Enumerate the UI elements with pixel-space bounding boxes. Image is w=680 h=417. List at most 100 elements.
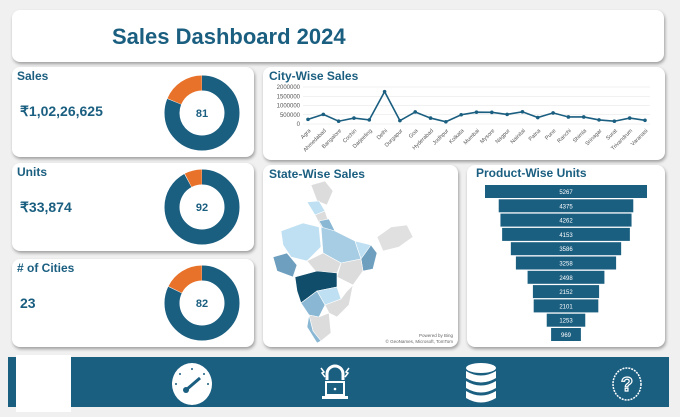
data-point <box>643 118 647 123</box>
donut-segments <box>164 169 240 245</box>
donut-label: 81 <box>196 108 208 120</box>
state-sales-card: State-Wise Sales Powered by Bing © GeoNa… <box>263 165 458 347</box>
donut-chart: 92 <box>164 169 240 245</box>
funnel-value-label: 1253 <box>559 319 573 325</box>
x-tick-label: Varanasi <box>630 128 649 147</box>
x-tick-label: Nagpur <box>495 128 512 145</box>
funnel-bar <box>546 313 586 327</box>
x-tick-label: Agra <box>300 128 313 141</box>
x-tick-label: Delhi <box>376 128 389 141</box>
x-tick-label: Pune <box>544 128 557 141</box>
city-sales-card: City-Wise Sales 0 500000 1000000 1500000 200… <box>263 67 665 160</box>
map-region <box>306 314 322 344</box>
kpi-label: # of Cities <box>17 261 75 275</box>
x-tick-label: Srinagar <box>585 128 604 147</box>
funnel-bar <box>502 227 630 241</box>
y-tick-label: 1000000 <box>277 104 301 110</box>
donut-segments <box>164 75 240 151</box>
funnel-bar <box>527 270 605 284</box>
funnel-value-label: 3586 <box>559 247 573 253</box>
data-point <box>382 89 387 94</box>
product-funnel-chart: 5267 4375 4262 4153 3586 3258 2498 2152 2101 1253… <box>485 185 647 341</box>
funnel-bar <box>498 199 634 213</box>
blank-panel <box>16 355 71 412</box>
kpi-value: 23 <box>20 295 36 311</box>
donut-label: 82 <box>196 298 208 310</box>
funnel-value-label: 969 <box>561 333 572 339</box>
kpi-value: ₹1,02,26,625 <box>20 103 103 119</box>
kpi-value: ₹33,874 <box>20 199 72 215</box>
data-point <box>352 116 356 120</box>
map-attribution: Powered by Bing <box>419 333 454 338</box>
chart-title: Product-Wise Units <box>476 166 587 180</box>
map-region <box>306 252 342 274</box>
data-point <box>490 110 494 115</box>
funnel-bar <box>515 256 617 270</box>
data-point <box>566 115 571 119</box>
funnel-bar <box>510 242 622 256</box>
funnel-value-label: 4153 <box>559 233 573 239</box>
donut-label: 92 <box>196 202 208 214</box>
funnel-bar <box>551 328 581 341</box>
y-tick-label: 2000000 <box>277 85 301 91</box>
funnel-bar <box>500 213 632 227</box>
map-region <box>280 222 322 262</box>
donut-chart: 81 <box>164 75 240 151</box>
chart-title: City-Wise Sales <box>269 69 359 83</box>
product-units-card: Product-Wise Units 5267 4375 4262 4153 3586 3… <box>467 165 665 347</box>
funnel-bar <box>533 299 599 313</box>
map-attribution: © GeoNames, Microsoft, TomTom <box>386 338 454 344</box>
funnel-value-label: 5267 <box>559 190 573 196</box>
funnel-bar <box>532 285 600 299</box>
kpi-cities-card: # of Cities 23 82 <box>12 259 254 347</box>
data-point <box>520 109 525 114</box>
y-tick-label: 500000 <box>280 113 301 119</box>
map-region <box>376 224 414 252</box>
kpi-label: Sales <box>17 69 49 83</box>
map-region <box>272 252 298 278</box>
data-point <box>627 116 632 120</box>
data-point <box>474 110 479 114</box>
data-point <box>612 119 617 124</box>
database-icon[interactable] <box>464 362 498 406</box>
donut-value-segment <box>164 75 240 151</box>
data-point <box>413 110 418 114</box>
data-point <box>428 116 433 120</box>
x-tick-label: Ranchi <box>556 128 572 144</box>
data-point <box>597 118 601 122</box>
kpi-units-card: Units ₹33,874 92 <box>12 163 254 251</box>
svg-text:?: ? <box>621 374 633 396</box>
donut-value-segment <box>164 265 240 341</box>
india-map[interactable]: Powered by Bing © GeoNames, Microsoft, T… <box>263 165 458 347</box>
data-point <box>535 115 540 120</box>
x-tick-label: Jodhpur <box>432 128 450 146</box>
funnel-bar <box>485 185 647 198</box>
data-point <box>444 119 448 124</box>
x-tick-label: Mysore <box>479 128 496 145</box>
x-tick-label: Mumbai <box>463 128 481 146</box>
alarm-laptop-icon[interactable] <box>318 362 352 406</box>
map-region <box>336 258 364 286</box>
data-point <box>306 117 310 122</box>
data-point <box>336 119 341 124</box>
funnel-value-label: 2101 <box>559 304 573 310</box>
x-tick-label: Patna <box>528 128 543 143</box>
y-tick-label: 0 <box>297 122 301 128</box>
speedometer-icon[interactable] <box>170 362 214 406</box>
data-point <box>398 118 402 123</box>
map-region <box>324 284 354 318</box>
data-point <box>321 112 326 117</box>
donut-segments <box>164 265 240 341</box>
funnel-value-label: 4375 <box>559 204 573 210</box>
page-title: Sales Dashboard 2024 <box>112 24 346 49</box>
kpi-sales-card: Sales ₹1,02,26,625 81 <box>12 67 254 157</box>
data-point <box>367 118 372 122</box>
data-point <box>581 115 586 119</box>
map-region <box>360 244 378 272</box>
donut-chart: 82 <box>164 265 240 341</box>
help-icon[interactable]: ? <box>610 362 644 406</box>
city-line-chart: 0500000100000015000002000000AgraAhmedaba… <box>277 85 650 153</box>
data-point <box>459 112 463 117</box>
map-region <box>300 290 326 318</box>
data-point <box>505 112 509 117</box>
